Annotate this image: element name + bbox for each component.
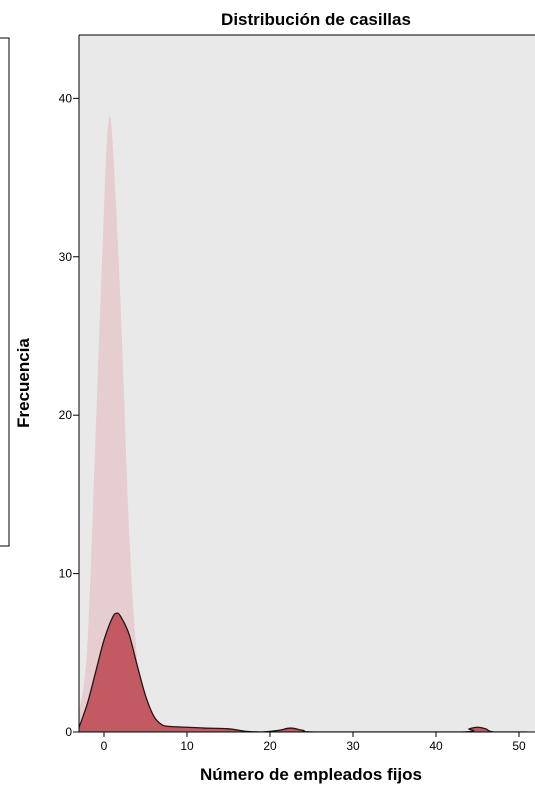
legend-box [0, 37, 10, 547]
series-2-outline [79, 612, 528, 732]
x-axis-label: Número de empleados fijos [200, 765, 422, 784]
x-tick-label-30: 30 [346, 739, 360, 753]
x-ticks: 0 10 20 30 40 50 [101, 732, 526, 753]
y-tick-label-10: 10 [59, 567, 73, 581]
x-tick-label-20: 20 [263, 739, 277, 753]
chart-title: Distribución de casillas [221, 10, 411, 29]
x-tick-label-40: 40 [429, 739, 443, 753]
x-tick-label-50: 50 [512, 739, 526, 753]
series-2-area [79, 613, 528, 732]
y-tick-label-0: 0 [65, 725, 72, 739]
y-axis-label: Frecuencia [14, 338, 33, 428]
y-tick-label-30: 30 [59, 250, 73, 264]
x-tick-label-10: 10 [180, 739, 194, 753]
y-ticks: 0 10 20 30 40 [59, 91, 79, 739]
plot-area [79, 35, 535, 732]
x-tick-label-0: 0 [101, 739, 108, 753]
y-tick-label-40: 40 [59, 91, 73, 105]
y-tick-label-20: 20 [59, 408, 73, 422]
series-layer [79, 115, 528, 732]
